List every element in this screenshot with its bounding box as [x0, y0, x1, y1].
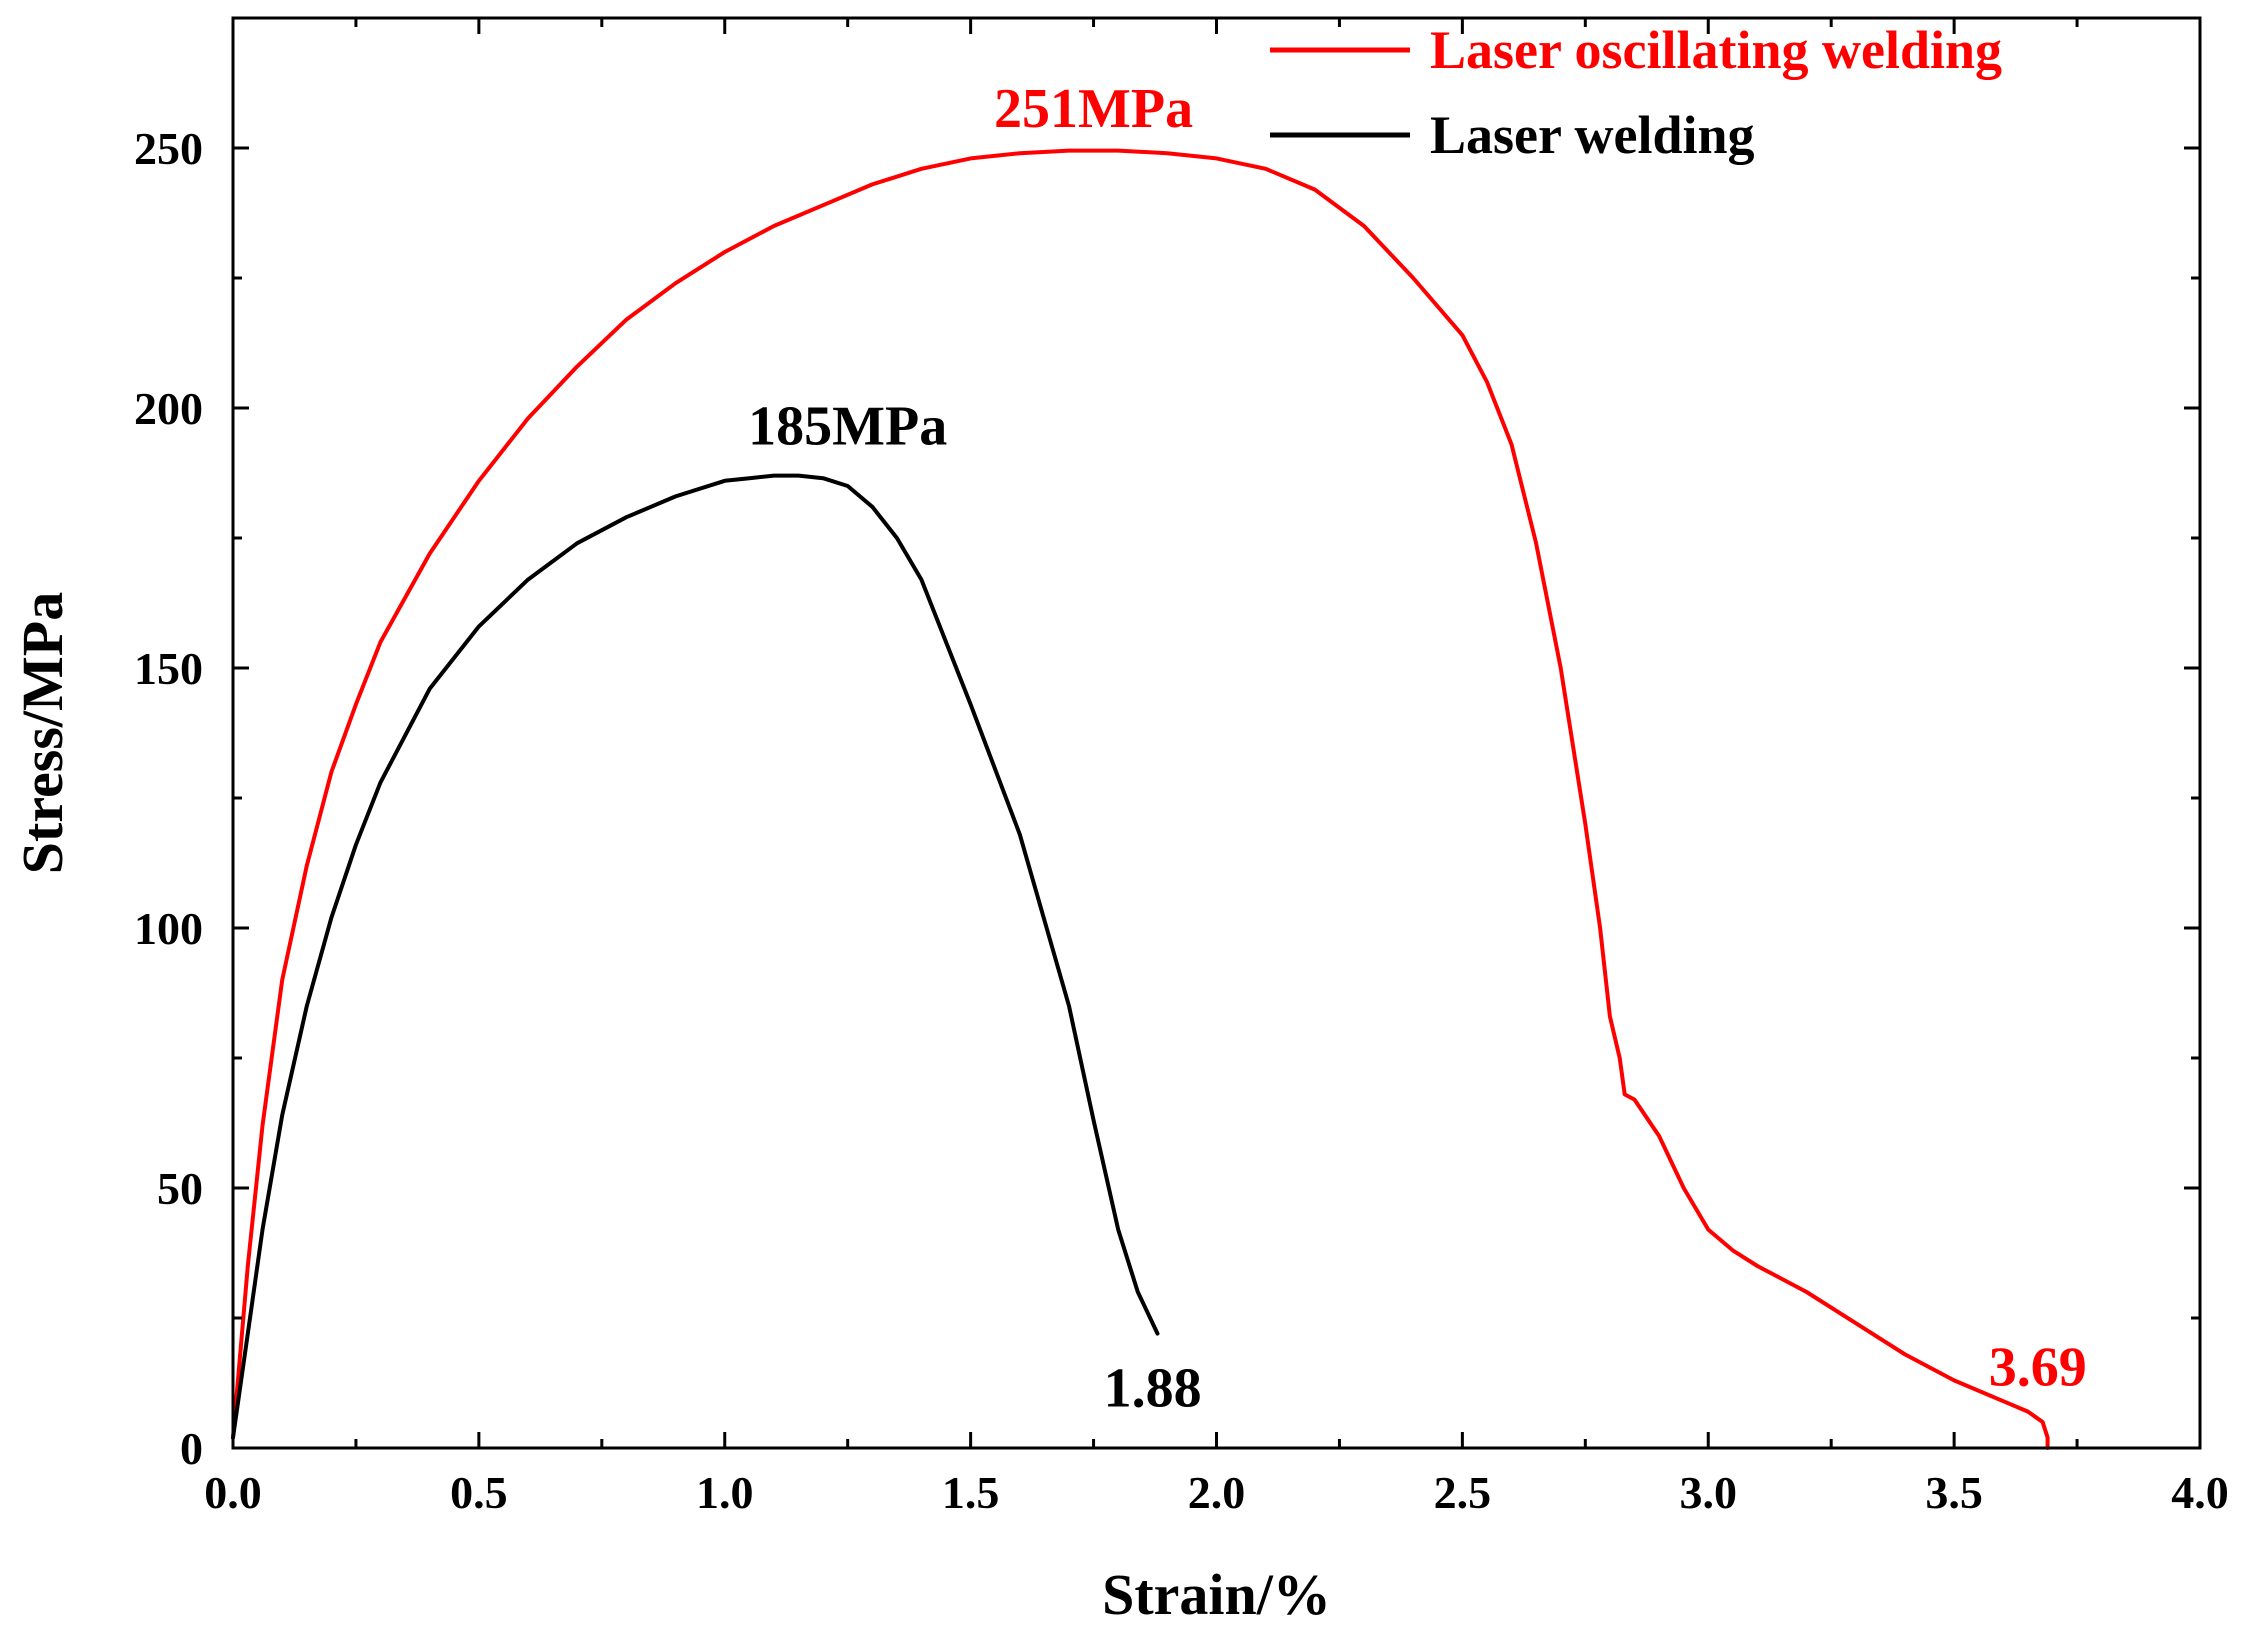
y-tick-label: 0	[180, 1423, 203, 1474]
y-tick-label: 100	[134, 903, 203, 954]
y-tick-label: 150	[134, 643, 203, 694]
x-tick-label: 2.0	[1188, 1467, 1246, 1518]
series-line-laser-oscillating-welding	[231, 148, 2050, 1450]
legend-label: Laser welding	[1430, 105, 1755, 165]
annotations: 251MPa 185MPa 1.88 3.69	[748, 78, 2087, 1419]
y-tick-label: 250	[134, 123, 203, 174]
ticks: 0.0 0.5 1.0 1.5 2.0 2.5 3.0 3.5 4.0 0 50 100 150 200 2…	[134, 16, 2229, 1518]
x-tick-label: 3.5	[1925, 1467, 1983, 1518]
annotation-label: 3.69	[1989, 1337, 2087, 1399]
annotation-label: 251MPa	[994, 78, 1193, 140]
x-tick-label: 1.5	[942, 1467, 1000, 1518]
y-tick-label: 200	[134, 383, 203, 434]
x-tick-label: 4.0	[2171, 1467, 2229, 1518]
legend: Laser oscillating welding Laser welding	[1270, 20, 2002, 165]
series-line-laser-welding	[231, 473, 1160, 1440]
y-tick-label: 50	[157, 1163, 203, 1214]
x-tick-label: 0.0	[204, 1467, 262, 1518]
x-tick-label: 3.0	[1680, 1467, 1738, 1518]
annotation-label: 1.88	[1104, 1357, 1202, 1419]
x-axis-title: Strain/%	[1102, 1562, 1331, 1627]
plot-area	[231, 148, 2050, 1450]
x-tick-label: 2.5	[1434, 1467, 1492, 1518]
legend-label: Laser oscillating welding	[1430, 20, 2002, 80]
annotation-label: 185MPa	[748, 395, 947, 457]
x-tick-label: 1.0	[696, 1467, 754, 1518]
y-axis-title: Stress/MPa	[10, 592, 75, 874]
x-tick-label: 0.5	[450, 1467, 508, 1518]
